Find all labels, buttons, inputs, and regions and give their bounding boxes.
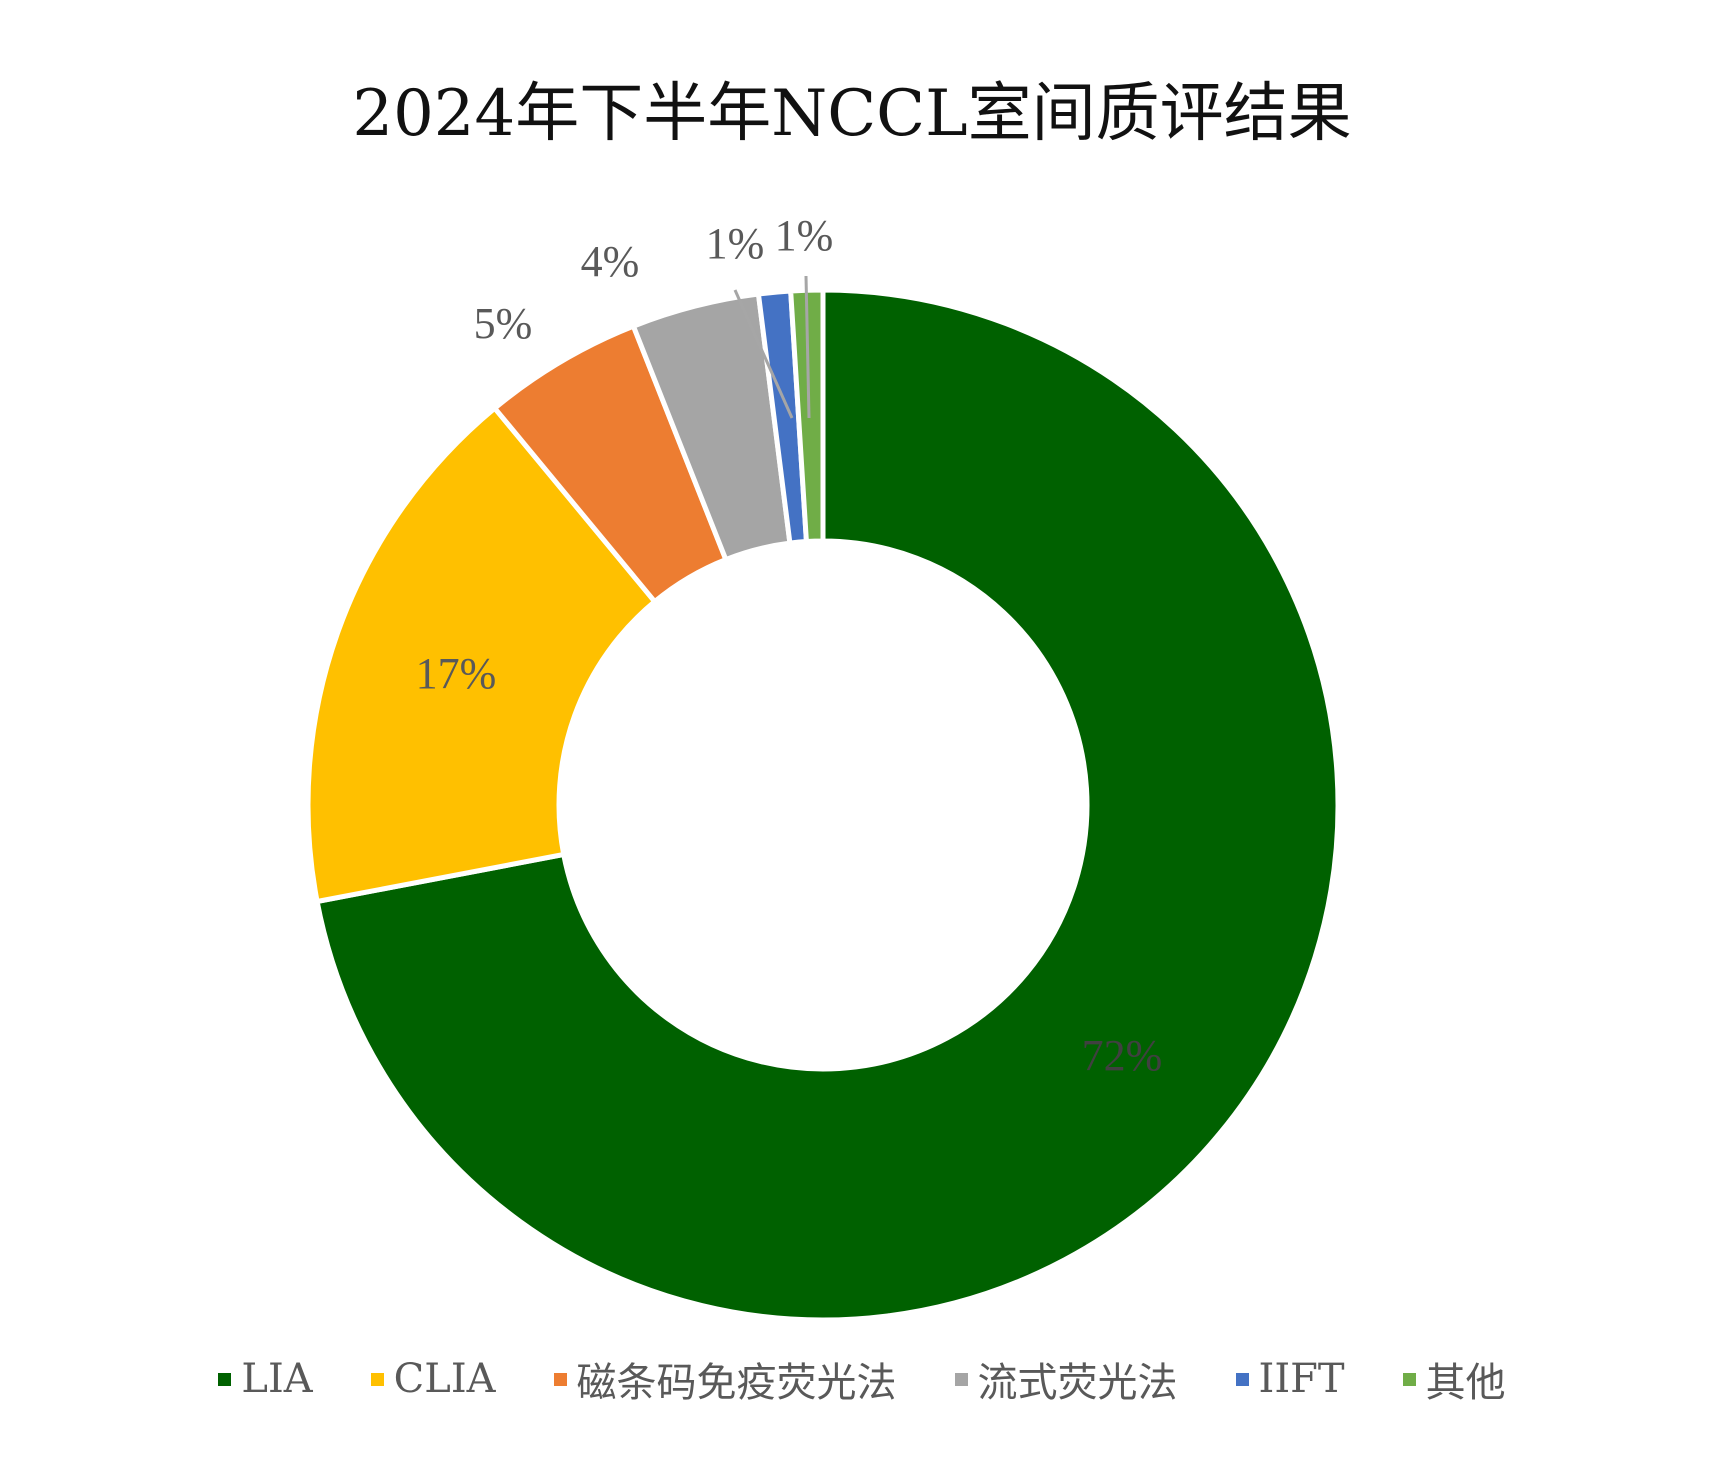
legend-label: CLIA bbox=[393, 1356, 496, 1402]
legend: LIA CLIA 磁条码免疫荧光法 流式荧光法 IIFT 其他 bbox=[0, 1350, 1724, 1408]
legend-label: LIA bbox=[241, 1356, 313, 1402]
legend-item: IIFT bbox=[1235, 1350, 1345, 1408]
legend-label: 流式荧光法 bbox=[977, 1360, 1178, 1406]
legend-swatch bbox=[553, 1372, 567, 1386]
data-label-5: 1% bbox=[775, 211, 834, 260]
data-label-4: 1% bbox=[706, 219, 765, 268]
legend-swatch bbox=[954, 1372, 968, 1386]
legend-swatch bbox=[1402, 1372, 1416, 1386]
leader-line-1 bbox=[804, 275, 811, 419]
legend-item: 其他 bbox=[1402, 1350, 1506, 1408]
legend-label: 其他 bbox=[1425, 1360, 1506, 1406]
chart-title: 2024年下半年NCCL室间质评结果 bbox=[352, 77, 1352, 151]
data-label-1: 17% bbox=[416, 649, 497, 698]
legend-swatch bbox=[370, 1372, 384, 1386]
legend-label: IIFT bbox=[1258, 1356, 1345, 1402]
data-label-3: 4% bbox=[581, 237, 640, 286]
legend-swatch bbox=[1235, 1372, 1249, 1386]
data-label-2: 5% bbox=[474, 299, 533, 348]
data-label-0: 72% bbox=[1082, 1031, 1163, 1080]
legend-item: CLIA bbox=[370, 1350, 496, 1408]
legend-label: 磁条码免疫荧光法 bbox=[576, 1360, 897, 1406]
slice-1 bbox=[305, 404, 659, 905]
legend-item: 流式荧光法 bbox=[954, 1350, 1178, 1408]
slice-5 bbox=[788, 287, 826, 545]
slice-0 bbox=[314, 287, 1341, 1323]
legend-item: 磁条码免疫荧光法 bbox=[553, 1350, 897, 1408]
legend-swatch bbox=[218, 1372, 232, 1386]
legend-item: LIA bbox=[218, 1350, 313, 1408]
leader-line-0 bbox=[733, 289, 794, 419]
